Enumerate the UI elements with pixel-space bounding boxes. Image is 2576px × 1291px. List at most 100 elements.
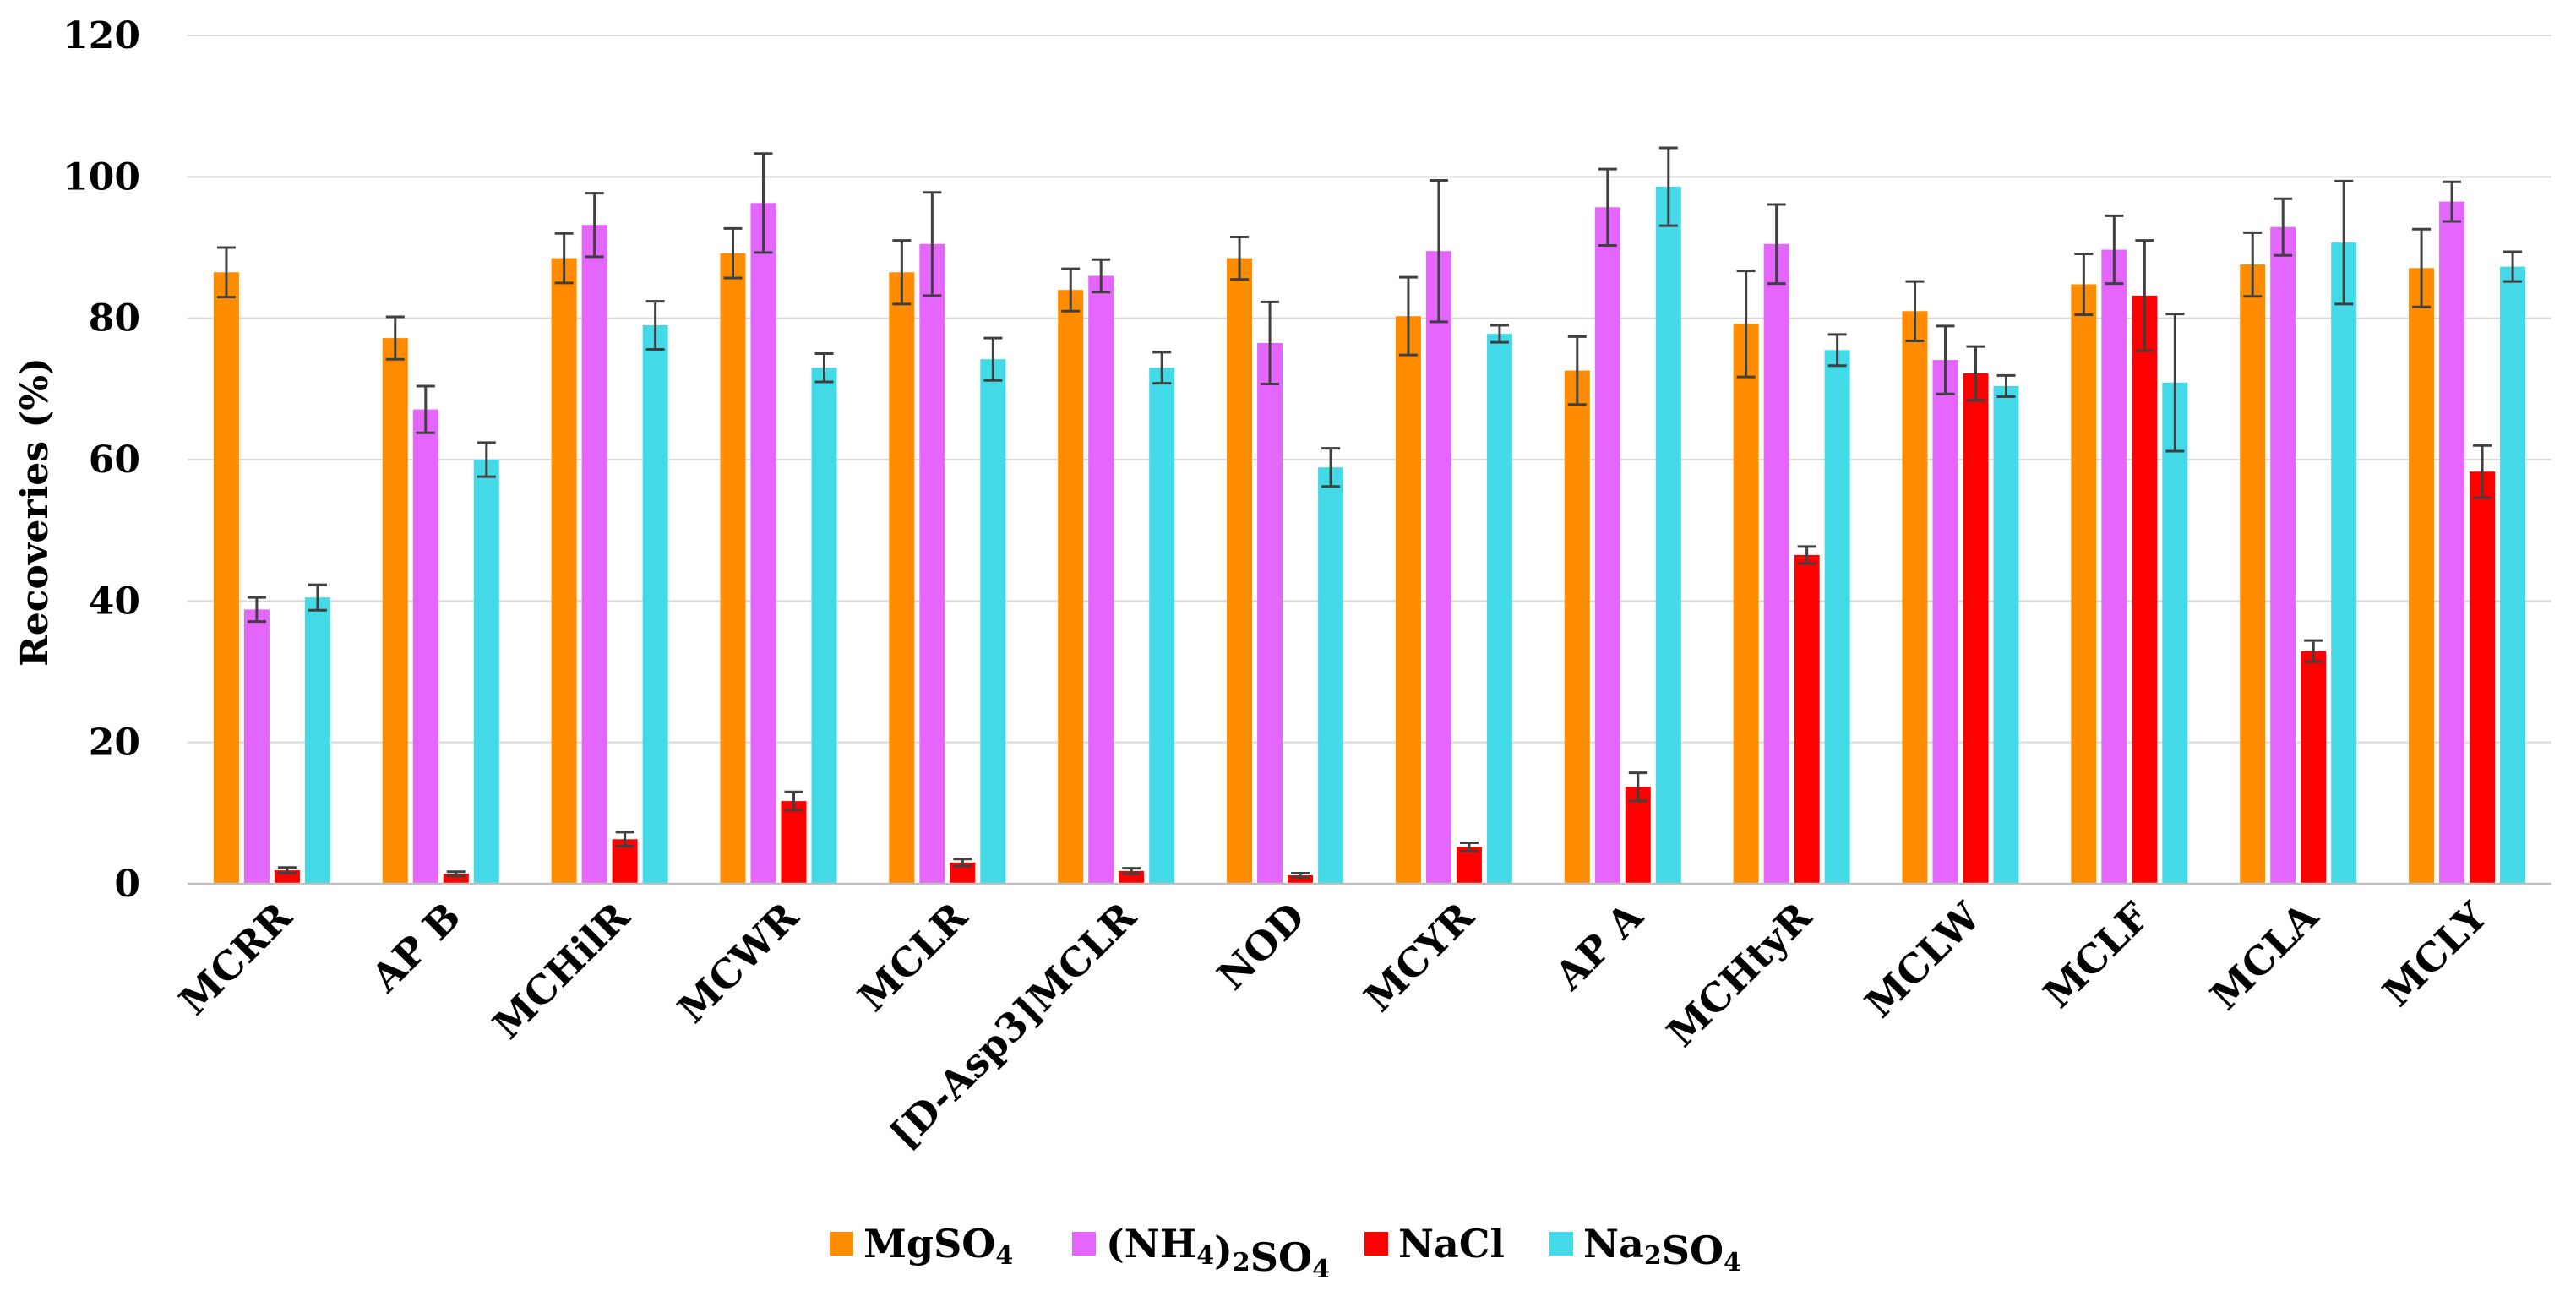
bar-mgso4-8 [1564,370,1590,885]
bar-nh42so4-2 [581,225,607,884]
bar-mgso4-4 [889,272,915,884]
error-bar [814,352,834,384]
bar-nacl-12 [2301,651,2327,884]
bar-na2so4-9 [1824,350,1850,885]
gridlines [188,35,2551,744]
error-bar [1767,203,1786,286]
legend-swatch [830,1232,853,1256]
error-bar [2334,179,2354,306]
error-bar [1827,333,1847,368]
error-bar [1321,447,1341,488]
y-tick-label: 60 [89,439,140,482]
error-bar [892,239,912,306]
bar-na2so4-7 [1486,334,1512,884]
error-bar [1092,258,1111,294]
x-tick-label: MCLF [2034,893,2158,1016]
y-tick-label: 20 [89,722,140,765]
legend-swatch [1072,1232,1096,1256]
bar-na2so4-8 [1655,187,1681,885]
y-tick-label: 40 [89,580,140,623]
bar-na2so4-13 [2500,266,2526,885]
error-bar [554,232,574,285]
y-axis-ticks: 0 20 40 60 80 100 120 [63,14,140,906]
legend-item: MgSO4 [830,1221,1013,1271]
bar-mgso4-5 [1058,290,1084,884]
error-bar [2135,239,2154,352]
bar-mgso4-12 [2240,264,2266,885]
error-bar [615,831,634,848]
error-bar [1490,324,1509,344]
x-tick-label: MCLW [1856,893,1990,1027]
bar-nh42so4-6 [1257,342,1283,884]
bar-nacl-1 [443,874,469,884]
x-tick-label: MCYR [1355,893,1483,1021]
bar-nh42so4-3 [750,203,776,885]
error-bars [216,146,2523,879]
error-bar [2304,639,2323,663]
bar-nh42so4-7 [1425,251,1451,884]
bar-na2so4-4 [980,359,1006,884]
bar-nacl-8 [1625,787,1651,884]
error-bar [2105,214,2124,286]
error-bar [754,152,773,254]
bar-na2so4-2 [642,325,668,884]
bar-nh42so4-13 [2439,201,2465,884]
error-bar [247,596,266,624]
x-tick-label: MCLA [2202,893,2328,1019]
error-bar [983,336,1003,382]
error-bar [1152,351,1172,385]
error-bar [416,384,435,434]
bar-nacl-9 [1794,554,1820,884]
error-bar [2503,250,2523,283]
error-bar [385,315,405,361]
x-tick-label: MCWR [669,893,808,1032]
error-bar [1628,771,1647,803]
error-bar [953,858,972,868]
error-bar [1567,335,1587,406]
error-bar [2473,444,2492,499]
error-bar [1905,280,1925,342]
x-tick-label: AP A [1545,893,1652,1000]
bar-nh42so4-11 [2101,249,2127,884]
error-bar [446,870,466,878]
error-bar [1061,267,1081,313]
x-tick-label: AP B [362,894,469,1001]
bar-nh42so4-8 [1594,207,1620,884]
legend-item: Na2SO4 [1549,1221,1741,1277]
bar-nh42so4-0 [243,609,270,884]
error-bar [2274,197,2293,257]
bar-nh42so4-4 [919,243,945,885]
error-bar [308,583,327,612]
bar-na2so4-3 [811,368,837,884]
x-axis-category-labels: MCRR AP B MCHilR MCWR MCLR[D-Asp3]MCLR NOD MCY… [171,893,2497,1158]
bar-na2so4-5 [1149,368,1175,884]
error-bar [2443,180,2462,223]
error-bar [216,246,236,299]
legend-swatch [1364,1232,1388,1256]
bar-nacl-11 [2132,295,2158,885]
bar-nacl-3 [781,801,807,884]
error-bar [1966,345,1985,402]
bar-mgso4-1 [382,338,408,884]
error-bar [1291,871,1310,879]
error-bar [1736,270,1756,379]
y-tick-label: 120 [63,14,140,57]
error-bar [1936,324,1955,395]
error-bar [1261,300,1280,385]
error-bar [1230,235,1250,281]
error-bar [1996,373,2016,399]
error-bar [1598,167,1617,247]
error-bar [1122,867,1141,875]
bar-mgso4-9 [1733,324,1759,884]
bar-mgso4-7 [1395,316,1421,884]
error-bar [784,790,803,812]
bar-mgso4-0 [213,272,239,884]
error-bar [477,441,496,478]
error-bar [2412,227,2432,308]
error-bar [923,191,942,297]
bar-na2so4-10 [1993,385,2019,884]
bar-mgso4-13 [2409,268,2435,885]
bar-nh42so4-9 [1763,243,1789,885]
legend-label: Na2SO4 [1583,1221,1741,1277]
